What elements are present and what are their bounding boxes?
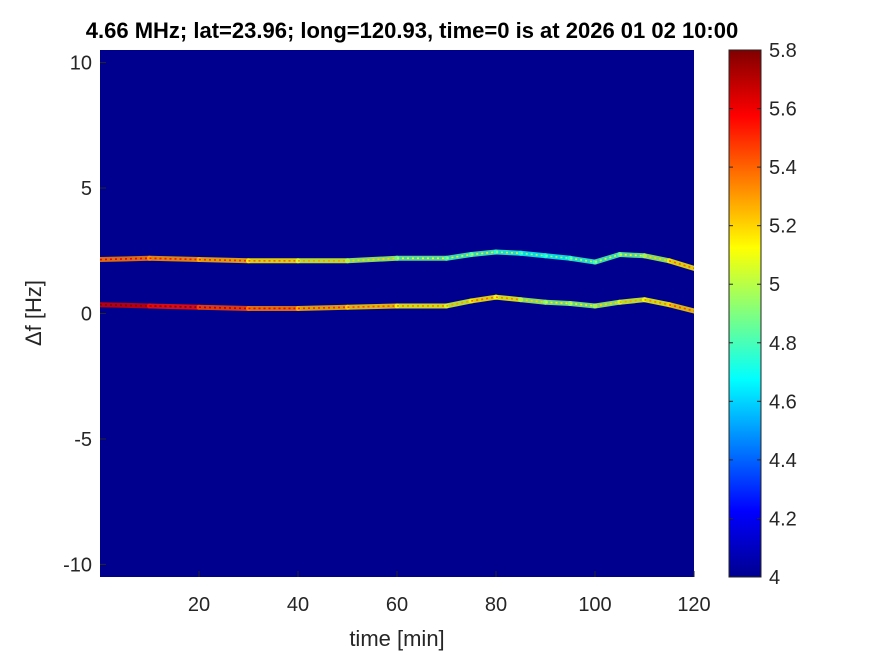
trace-2-speckle — [297, 306, 348, 310]
trace-2-speckle — [149, 305, 200, 309]
plot-area — [100, 50, 694, 577]
colorbar-tick-label: 5.2 — [769, 216, 797, 238]
trace-1-segment — [196, 257, 251, 264]
y-tick-label: 10 — [70, 53, 92, 75]
colorbar-tick-label: 4 — [769, 567, 780, 589]
trace-2-speckle — [520, 298, 546, 304]
trace-1-speckle — [520, 252, 546, 257]
trace-2-speckle — [594, 301, 620, 307]
trace-2-segment — [345, 303, 400, 310]
x-axis: 20 40 60 80 100 120 — [188, 571, 711, 616]
x-axis-label: time [min] — [349, 626, 444, 651]
spectral-traces — [100, 249, 694, 314]
trace-2 — [100, 294, 694, 314]
trace-2-speckle — [198, 306, 249, 310]
trace-2-speckle — [471, 296, 497, 302]
trace-2-segment — [196, 304, 251, 311]
trace-2-speckle — [619, 298, 645, 304]
trace-1-speckle — [149, 257, 200, 261]
trace-1-segment — [100, 255, 152, 263]
trace-1-speckle — [100, 257, 150, 261]
trace-2-speckle — [347, 305, 398, 309]
colorbar-tick-label: 4.4 — [769, 450, 797, 472]
y-tick-label: -5 — [74, 429, 92, 451]
trace-2-speckle — [669, 303, 694, 312]
trace-1-speckle — [198, 258, 249, 262]
colorbar-tick-label: 5.8 — [769, 40, 797, 62]
trace-2-speckle — [570, 302, 596, 307]
x-tick-label: 40 — [287, 594, 309, 616]
x-tick-label: 120 — [677, 594, 710, 616]
y-tick-label: 0 — [81, 304, 92, 326]
trace-1-speckle — [347, 257, 398, 262]
colorbar-tick-label: 5 — [769, 274, 780, 296]
trace-2-segment — [295, 304, 350, 311]
trace-1-speckle — [545, 254, 571, 260]
trace-2-segment — [100, 302, 152, 309]
x-tick-label: 80 — [485, 594, 507, 616]
trace-1-segment — [147, 255, 202, 263]
trace-1-speckle — [669, 260, 694, 270]
chart-title: 4.66 MHz; lat=23.96; long=120.93, time=0… — [86, 18, 738, 43]
trace-1-speckle — [594, 253, 620, 263]
colorbar-ticks: 5.8 5.6 5.4 5.2 5 4.8 4.6 4.4 4.2 4 — [729, 40, 797, 589]
colorbar-tick-label: 4.6 — [769, 391, 797, 413]
y-tick-label: -10 — [63, 554, 92, 576]
x-tick-label: 20 — [188, 594, 210, 616]
trace-1-speckle — [446, 253, 472, 260]
trace-2-speckle — [446, 300, 472, 307]
trace-2-speckle — [545, 301, 571, 305]
colorbar-tick-label: 4.2 — [769, 508, 797, 530]
colorbar-tick-label: 5.4 — [769, 157, 797, 179]
colorbar-tick-label: 4.8 — [769, 333, 797, 355]
y-tick-label: 5 — [81, 178, 92, 200]
colorbar-frame — [728, 49, 762, 578]
trace-1-speckle — [570, 257, 596, 263]
colorbar — [729, 50, 761, 577]
trace-2-speckle — [495, 296, 521, 301]
trace-1 — [100, 249, 694, 271]
trace-2-speckle — [644, 298, 670, 306]
colorbar-tick-label: 5.6 — [769, 99, 797, 121]
x-tick-label: 100 — [578, 594, 611, 616]
x-tick-label: 60 — [386, 594, 408, 616]
trace-1-speckle — [471, 251, 497, 256]
trace-2-segment — [147, 303, 202, 310]
trace-1-speckle — [495, 251, 521, 255]
trace-2-speckle — [100, 303, 150, 307]
trace-1-speckle — [644, 254, 670, 262]
y-axis: 10 5 0 -5 -10 — [63, 53, 106, 576]
trace-1-segment — [345, 255, 400, 264]
y-axis-label: Δf [Hz] — [21, 280, 46, 346]
trace-1-speckle — [619, 253, 645, 257]
